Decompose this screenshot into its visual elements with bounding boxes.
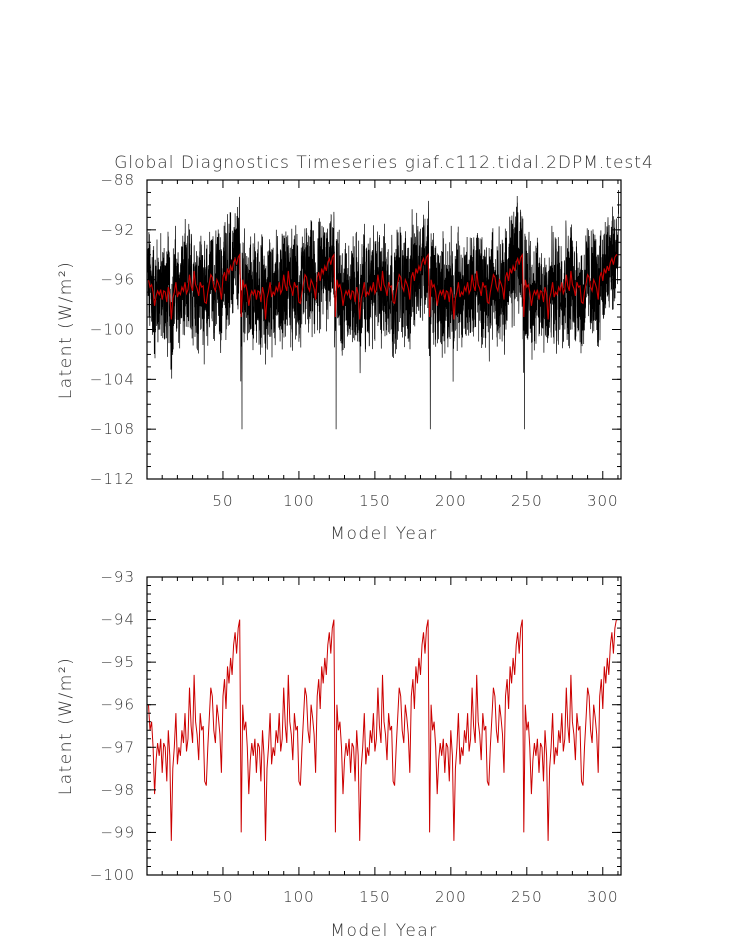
x-tick-label: 150: [359, 492, 391, 510]
bottom-annual-line: [148, 619, 618, 841]
y-tick-label: −93: [100, 568, 135, 586]
x-tick-label: 100: [283, 888, 315, 906]
x-tick-label: 200: [435, 492, 467, 510]
bottom-plot-frame: [146, 576, 622, 876]
x-tick-label: 250: [511, 492, 543, 510]
x-tick-label: 300: [587, 492, 619, 510]
y-tick-label: −96: [100, 271, 135, 289]
bottom-x-axis-title: Model Year: [330, 921, 437, 941]
y-tick-label: −96: [100, 696, 135, 714]
bottom-panel: 50 100 150 200 250 300 −93 −94 −95 −96 −97 −98 −99 −1…: [56, 568, 622, 941]
y-tick-label: −88: [100, 171, 135, 189]
y-tick-label: −108: [90, 420, 135, 438]
top-panel: Global Diagnostics Timeseries giaf.c112.…: [56, 153, 654, 544]
top-y-axis-title: Latent (W/m²): [56, 261, 76, 400]
x-tick-label: 50: [212, 492, 233, 510]
top-axes: 50 100 150 200 250 300 −88 −92 −96 −100 −104 −108 −1…: [90, 171, 621, 510]
x-tick-label: 300: [587, 888, 619, 906]
top-annual-line: [147, 252, 618, 320]
y-tick-label: −97: [100, 738, 135, 756]
top-series-annual: [147, 252, 618, 320]
y-tick-label: −98: [100, 781, 135, 799]
y-tick-label: −100: [90, 321, 135, 339]
x-tick-label: 200: [435, 888, 467, 906]
top-plot-frame: [146, 179, 622, 480]
x-tick-label: 250: [511, 888, 543, 906]
x-tick-label: 50: [212, 888, 233, 906]
y-tick-label: −95: [100, 653, 135, 671]
top-x-axis-title: Model Year: [330, 524, 437, 544]
x-tick-label: 100: [283, 492, 315, 510]
y-tick-label: −94: [100, 611, 135, 629]
y-tick-label: −99: [100, 823, 135, 841]
bottom-series-annual: [148, 619, 618, 841]
x-tick-label: 150: [359, 888, 391, 906]
bottom-y-axis-title: Latent (W/m²): [56, 657, 76, 796]
y-tick-label: −100: [90, 866, 135, 884]
chart-title: Global Diagnostics Timeseries giaf.c112.…: [114, 153, 654, 173]
bottom-axes: 50 100 150 200 250 300 −93 −94 −95 −96 −97 −98 −99 −1…: [90, 568, 621, 906]
y-tick-label: −104: [90, 370, 135, 388]
y-tick-label: −92: [100, 221, 135, 239]
y-tick-label: −112: [90, 470, 135, 488]
